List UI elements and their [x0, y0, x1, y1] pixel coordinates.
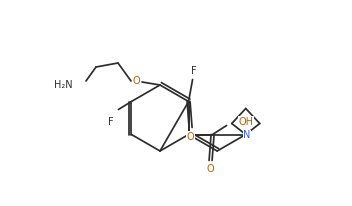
Text: O: O — [187, 131, 194, 142]
Text: O: O — [132, 76, 140, 86]
Text: F: F — [191, 67, 196, 76]
Text: O: O — [207, 165, 214, 174]
Text: H₂N: H₂N — [54, 80, 73, 90]
Text: F: F — [108, 117, 113, 126]
Text: OH: OH — [239, 117, 253, 126]
Text: N: N — [243, 130, 250, 140]
